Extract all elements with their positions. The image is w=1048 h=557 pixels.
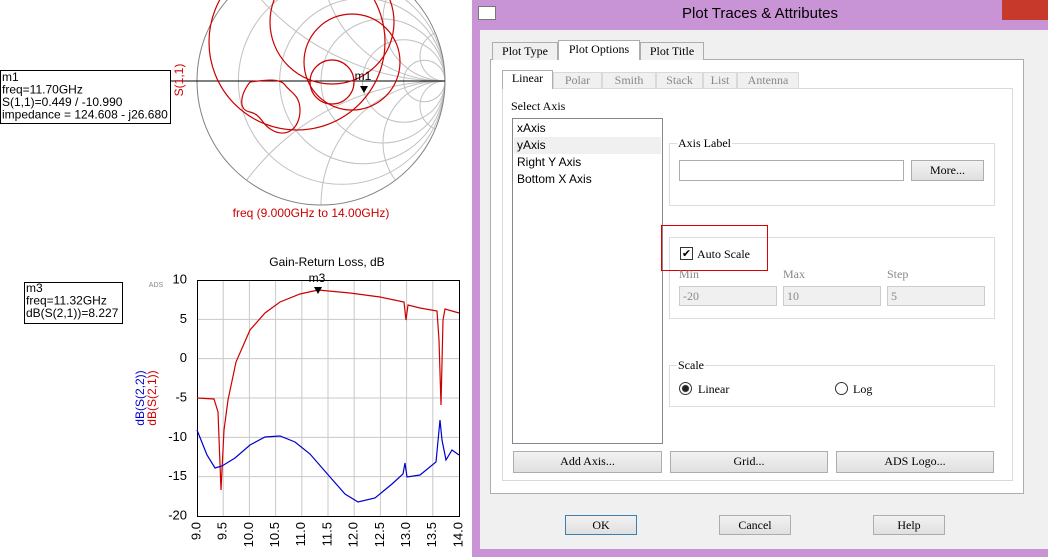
x-tick-label: 13.0: [398, 522, 413, 547]
more-button[interactable]: More...: [911, 160, 984, 181]
x-tick-label: 11.5: [319, 522, 334, 546]
scale-group: [669, 365, 995, 407]
app-icon: [478, 6, 496, 20]
subtab[interactable]: Polar: [553, 72, 602, 88]
range-group: [669, 237, 995, 319]
list-item[interactable]: Bottom X Axis: [517, 172, 592, 186]
marker-text: m1: [2, 70, 19, 84]
tab-selected[interactable]: Plot Options: [558, 40, 640, 60]
dialog-button[interactable]: Help: [873, 515, 945, 535]
marker-triangle: [360, 86, 368, 93]
dialog-button[interactable]: OK: [565, 515, 637, 535]
y-axis-label: dB(S(2,1)): [145, 370, 159, 425]
x-tick-label: 14.0: [450, 522, 465, 547]
axis-button[interactable]: ADS Logo...: [836, 451, 994, 473]
dialog-title: Plot Traces & Attributes: [682, 5, 838, 22]
y-tick-label: -5: [175, 389, 187, 404]
y-axis-label: dB(S(2,2)): [133, 370, 147, 425]
tab[interactable]: Plot Title: [640, 42, 704, 60]
list-item-selected[interactable]: yAxis: [514, 137, 661, 154]
subtab[interactable]: Smith: [602, 72, 656, 88]
y-tick-label: -10: [168, 429, 187, 444]
select-axis-label: Select Axis: [511, 99, 566, 113]
y-tick-label: 5: [180, 311, 187, 326]
x-tick-label: 10.5: [267, 522, 282, 547]
radio-label: Log: [853, 382, 873, 396]
marker-triangle: [314, 287, 322, 294]
marker-text: freq=11.70GHz: [2, 83, 83, 97]
radio-label: Linear: [698, 382, 730, 396]
list-item[interactable]: xAxis: [517, 121, 546, 135]
range-label: Step: [887, 267, 909, 281]
marker-box: [0, 70, 171, 124]
x-tick-label: 10.0: [241, 522, 256, 547]
range-input[interactable]: -20: [679, 286, 777, 306]
group-label: Axis Label: [677, 136, 732, 150]
subtab-selected[interactable]: Linear: [502, 70, 553, 89]
axis-button[interactable]: Grid...: [670, 451, 828, 473]
subtab[interactable]: List: [703, 72, 737, 88]
smith-x-label: freq (9.000GHz to 14.00GHz): [233, 206, 390, 220]
y-tick-label: 10: [173, 271, 187, 286]
list-item[interactable]: Right Y Axis: [517, 155, 582, 169]
x-tick-label: 9.5: [215, 522, 230, 540]
radio-selected[interactable]: [679, 382, 692, 395]
dialog-button[interactable]: Cancel: [719, 515, 791, 535]
subtab[interactable]: Antenna: [737, 72, 799, 88]
radio[interactable]: [835, 382, 848, 395]
plot-title: Gain-Return Loss, dB: [269, 255, 384, 269]
checkbox-label: Auto Scale: [697, 247, 750, 261]
tab[interactable]: Plot Type: [492, 42, 558, 60]
range-input[interactable]: 5: [887, 286, 985, 306]
group-label: Scale: [677, 358, 705, 372]
y-tick-label: -20: [168, 507, 187, 522]
s21-trace: [196, 289, 460, 491]
marker-text: freq=11.32GHz: [26, 294, 107, 308]
range-label: Max: [783, 267, 805, 281]
marker-text: S(1,1)=0.449 / -10.990: [2, 95, 123, 109]
x-tick-label: 9.0: [188, 522, 203, 540]
range-label: Min: [679, 267, 700, 281]
range-input[interactable]: 10: [783, 286, 881, 306]
y-tick-label: 0: [180, 350, 187, 365]
smith-trace: [208, 0, 401, 134]
x-tick-label: 12.5: [372, 522, 387, 547]
axis-label-input[interactable]: [679, 160, 904, 181]
y-tick-label: -15: [168, 468, 187, 483]
watermark: ADS: [149, 282, 164, 289]
s22-trace: [196, 419, 460, 503]
marker-text: m3: [26, 281, 43, 295]
smith-y-label: S(1,1): [172, 64, 186, 97]
highlight-box: [661, 225, 768, 271]
checkbox[interactable]: ✔: [680, 247, 693, 260]
marker-box: [24, 282, 123, 324]
marker-label: m3: [309, 271, 326, 285]
marker-label: m1: [355, 69, 372, 83]
x-tick-label: 11.0: [293, 522, 308, 546]
x-tick-label: 12.0: [346, 522, 361, 547]
smith-outline: [196, 0, 446, 206]
dialog: Plot Traces & Attributes Plot Type Plot O…: [472, 0, 1048, 557]
marker-text: dB(S(2,1))=8.227: [26, 306, 119, 320]
axis-button[interactable]: Add Axis...: [513, 451, 662, 473]
axis-list[interactable]: [512, 118, 663, 444]
close-button[interactable]: [1002, 0, 1048, 20]
x-tick-label: 13.5: [424, 522, 439, 547]
marker-text: impedance = 124.608 - j26.680: [2, 108, 168, 122]
subtab[interactable]: Stack: [656, 72, 703, 88]
axis-label-group: [669, 143, 995, 206]
